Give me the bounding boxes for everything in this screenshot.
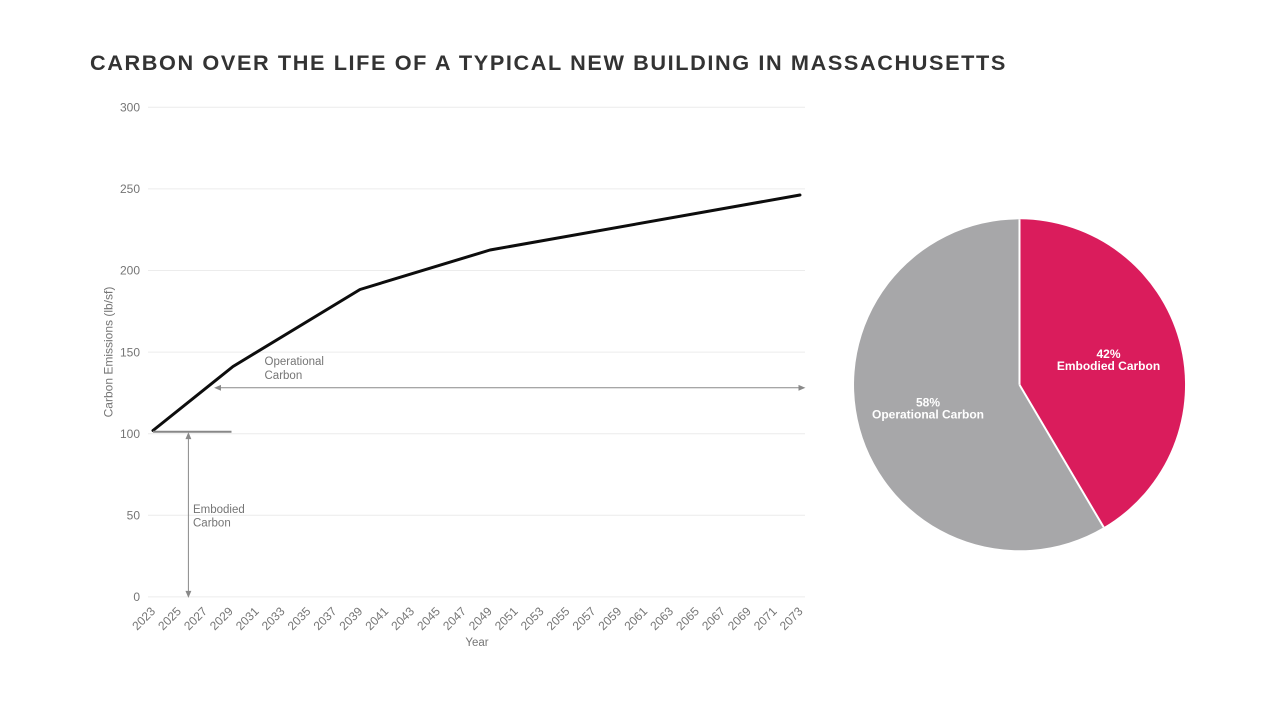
svg-text:2043: 2043 xyxy=(388,604,417,633)
svg-text:Carbon: Carbon xyxy=(265,370,303,382)
svg-text:2051: 2051 xyxy=(492,604,521,633)
svg-text:Carbon: Carbon xyxy=(193,517,231,529)
svg-text:2069: 2069 xyxy=(725,604,754,633)
svg-text:50: 50 xyxy=(127,509,141,523)
svg-text:300: 300 xyxy=(120,101,140,115)
svg-text:Embodied Carbon: Embodied Carbon xyxy=(1057,359,1160,373)
svg-text:100: 100 xyxy=(120,427,140,441)
svg-text:Embodied: Embodied xyxy=(193,504,245,516)
svg-text:150: 150 xyxy=(120,345,140,359)
svg-text:2039: 2039 xyxy=(337,604,366,633)
svg-text:0: 0 xyxy=(133,590,140,604)
svg-text:2063: 2063 xyxy=(647,604,676,633)
svg-text:2023: 2023 xyxy=(129,604,158,633)
svg-text:2055: 2055 xyxy=(544,604,573,633)
svg-text:2031: 2031 xyxy=(233,604,262,633)
svg-text:Carbon Emissions (lb/sf): Carbon Emissions (lb/sf) xyxy=(101,287,115,418)
svg-text:2061: 2061 xyxy=(621,604,650,633)
svg-text:42%: 42% xyxy=(1096,347,1120,361)
svg-text:2037: 2037 xyxy=(311,604,340,633)
svg-text:2025: 2025 xyxy=(155,604,184,633)
svg-text:2047: 2047 xyxy=(440,604,469,633)
svg-text:2065: 2065 xyxy=(673,604,702,633)
svg-text:2045: 2045 xyxy=(414,604,443,633)
svg-text:250: 250 xyxy=(120,182,140,196)
svg-text:Year: Year xyxy=(465,637,488,649)
svg-text:200: 200 xyxy=(120,264,140,278)
svg-text:2027: 2027 xyxy=(181,604,210,633)
svg-text:2035: 2035 xyxy=(285,604,314,633)
svg-text:Operational: Operational xyxy=(265,356,324,368)
svg-text:2053: 2053 xyxy=(518,604,547,633)
svg-text:2067: 2067 xyxy=(699,604,728,633)
svg-text:2071: 2071 xyxy=(751,604,780,633)
svg-text:Operational Carbon: Operational Carbon xyxy=(872,408,984,422)
svg-text:2049: 2049 xyxy=(466,604,495,633)
svg-text:2057: 2057 xyxy=(570,604,599,633)
svg-text:2059: 2059 xyxy=(596,604,625,633)
svg-text:2029: 2029 xyxy=(207,604,236,633)
svg-text:2033: 2033 xyxy=(259,604,288,633)
svg-text:58%: 58% xyxy=(916,396,940,410)
svg-text:2073: 2073 xyxy=(777,604,806,633)
svg-text:2041: 2041 xyxy=(362,604,391,633)
